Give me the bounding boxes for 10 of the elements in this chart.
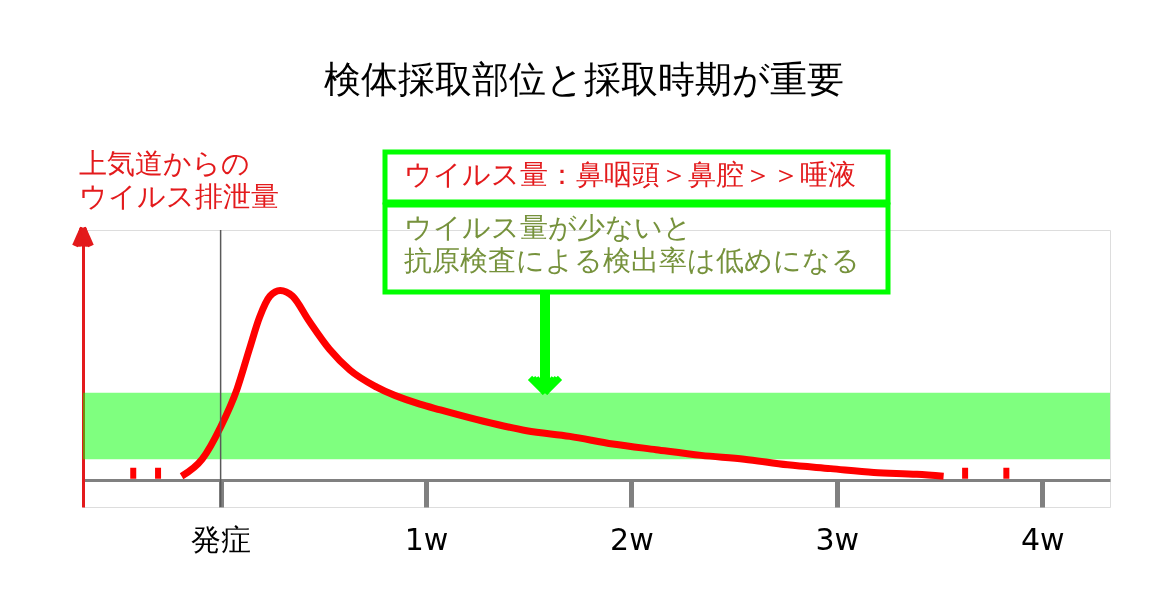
text: ウイルス量が少ないと: [404, 211, 692, 244]
x-tick-label: 発症: [191, 521, 252, 557]
y-axis-title: 上気道からのウイルス排泄量: [78, 146, 279, 213]
x-tick-label: 1w: [404, 521, 449, 557]
text: ウイルス量：鼻咽頭＞鼻腔＞＞唾液: [404, 158, 856, 191]
chart-title: 検体採取部位と採取時期が重要: [323, 57, 844, 101]
x-tick-label: 4w: [1020, 521, 1065, 557]
x-tick-label: 2w: [610, 521, 654, 557]
x-tick-label: 3w: [815, 521, 860, 557]
text: 抗原検査による検出率は低めになる: [404, 244, 860, 277]
